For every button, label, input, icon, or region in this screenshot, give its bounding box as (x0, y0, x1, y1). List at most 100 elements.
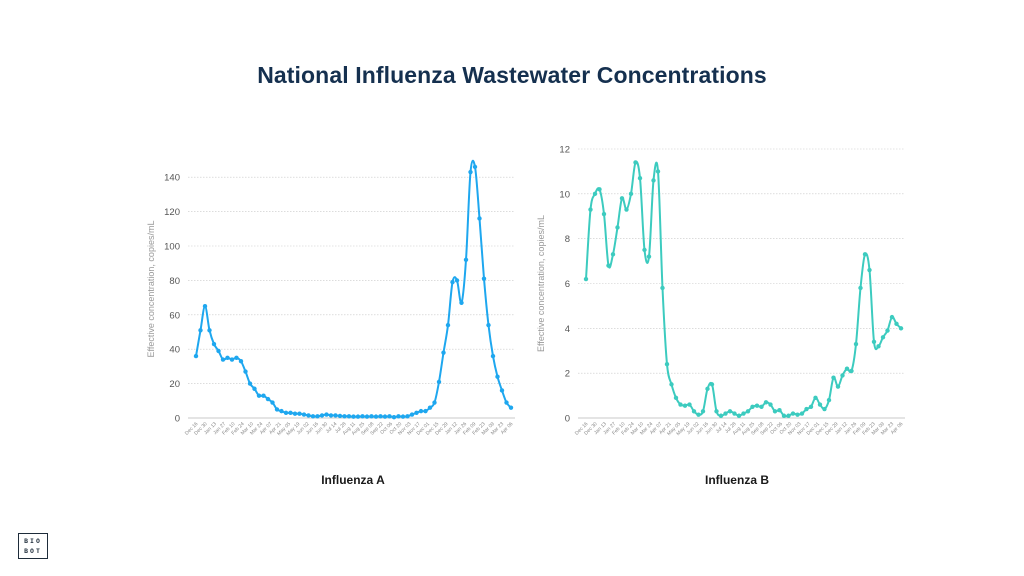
influenza-b-data-point (822, 406, 827, 412)
influenza-b-data-point (606, 263, 611, 268)
influenza-a-data-point (391, 414, 397, 420)
influenza-a-data-point (436, 379, 442, 385)
influenza-b-data-point (813, 395, 818, 401)
influenza-b-y-tick-label: 4 (565, 324, 570, 335)
influenza-b-data-point (588, 207, 593, 212)
influenza-a-data-point (292, 411, 298, 416)
influenza-a-data-point (373, 414, 379, 419)
influenza-b-data-point (615, 225, 620, 230)
influenza-b-data-point (871, 339, 877, 344)
influenza-b-data-point (718, 413, 724, 418)
influenza-a-data-point (445, 322, 451, 328)
influenza-b-chart: 0 2 4 6 8 10 12 Effective concentration, copies… (520, 130, 910, 440)
influenza-b-y-tick-label: 2 (565, 369, 570, 380)
influenza-a-data-point (247, 381, 253, 386)
influenza-b-data-point (687, 402, 692, 407)
influenza-a-data-point (288, 410, 293, 416)
influenza-a-y-tick-label: 60 (169, 310, 180, 321)
influenza-b-data-point (745, 409, 751, 414)
influenza-a-data-point (486, 322, 491, 328)
influenza-a-data-point (319, 413, 325, 418)
influenza-b-data-point (795, 412, 800, 417)
influenza-a-data-point (243, 369, 248, 374)
influenza-a-data-point (346, 414, 352, 419)
influenza-a-data-point (477, 216, 482, 221)
influenza-b-data-point (597, 187, 602, 192)
influenza-b-data-point (624, 207, 629, 212)
influenza-b-data-point (700, 409, 706, 414)
influenza-a-data-point (432, 400, 437, 405)
influenza-b-data-point (858, 285, 863, 291)
influenza-a-data-point (405, 414, 410, 419)
influenza-a-data-point (216, 348, 221, 354)
influenza-a-y-tick-label: 120 (164, 207, 180, 218)
influenza-a-data-point (450, 279, 455, 285)
influenza-a-data-point (270, 400, 275, 405)
influenza-a-data-point (441, 350, 446, 355)
influenza-b-data-point (790, 411, 796, 416)
influenza-a-y-tick-label: 140 (164, 173, 180, 184)
influenza-b-data-point (660, 285, 665, 291)
influenza-a-plot: 0 20 40 60 80 100 120 140 Effective concentratio… (146, 159, 515, 437)
influenza-a-y-tick-label: 100 (164, 242, 180, 253)
influenza-a-y-tick-label: 20 (169, 379, 180, 390)
influenza-b-data-point (592, 191, 598, 197)
influenza-a-data-point (364, 414, 370, 419)
influenza-b-data-point (741, 411, 746, 416)
influenza-b-data-point (709, 382, 715, 387)
influenza-b-data-point (714, 409, 719, 414)
influenza-b-data-point (736, 413, 742, 418)
influenza-b-data-point (799, 411, 805, 416)
influenza-a-data-point (202, 304, 208, 309)
influenza-a-data-point (490, 353, 496, 359)
influenza-b-data-point (669, 382, 674, 387)
influenza-b-data-point (835, 384, 841, 389)
influenza-a-data-point (310, 414, 316, 419)
influenza-b-data-point (777, 407, 782, 413)
influenza-b-data-point (610, 252, 616, 257)
influenza-b-data-point (862, 252, 868, 257)
influenza-b-data-point (664, 362, 670, 367)
influenza-a-data-point (499, 388, 505, 393)
influenza-b-data-point (759, 404, 764, 409)
influenza-b-data-point (826, 397, 832, 403)
influenza-a-data-point (283, 410, 289, 416)
influenza-b-data-point (849, 368, 854, 374)
influenza-a-data-point (369, 414, 374, 419)
influenza-b-data-point (682, 403, 688, 408)
influenza-b-y-tick-label: 0 (565, 414, 570, 425)
influenza-b-data-point (754, 403, 760, 408)
influenza-a-data-point (279, 408, 284, 414)
influenza-b-data-point (772, 409, 778, 414)
influenza-a-data-point (472, 164, 478, 170)
influenza-b-data-point (808, 404, 814, 409)
influenza-a-data-point (252, 386, 257, 391)
influenza-b-data-point (619, 196, 625, 201)
influenza-a-data-point (328, 413, 334, 418)
influenza-b-data-point (840, 373, 845, 378)
influenza-a-data-point (360, 414, 365, 419)
influenza-a-data-point (481, 276, 487, 281)
influenza-a-data-point (261, 393, 266, 398)
logo-line-1: BIO (24, 537, 42, 545)
influenza-a-data-point (427, 405, 433, 410)
influenza-a-data-point (333, 413, 338, 418)
influenza-a-data-point (508, 405, 514, 410)
influenza-a-data-point (423, 408, 428, 414)
influenza-b-data-point (705, 386, 710, 392)
influenza-b-data-point (894, 321, 899, 327)
influenza-a-series-line (195, 159, 512, 419)
influenza-a-data-point (193, 353, 199, 359)
influenza-a-data-point (306, 413, 311, 418)
influenza-a-data-point (220, 357, 226, 362)
influenza-b-data-point (691, 409, 697, 414)
influenza-b-data-point (732, 411, 737, 416)
influenza-b-y-tick-label: 12 (559, 145, 570, 156)
influenza-b-data-point (880, 335, 886, 340)
influenza-b-y-tick-label: 10 (559, 189, 570, 200)
influenza-a-data-point (342, 414, 347, 419)
influenza-a-data-point (355, 414, 361, 419)
influenza-a-data-point (387, 414, 392, 419)
influenza-b-data-point (768, 402, 773, 407)
influenza-b-series-line (585, 160, 902, 418)
